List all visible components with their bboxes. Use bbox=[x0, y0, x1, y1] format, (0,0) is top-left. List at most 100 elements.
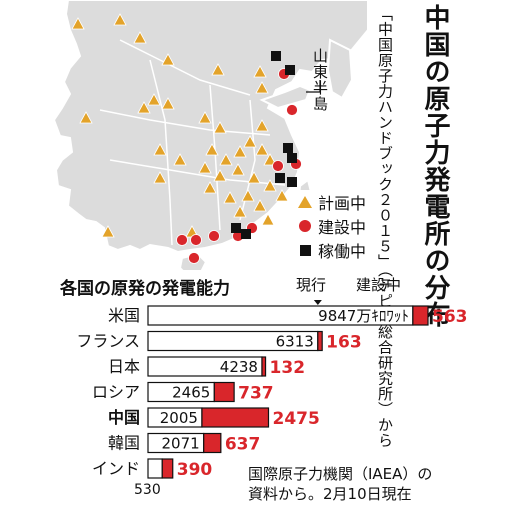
planned-plant-marker bbox=[223, 191, 237, 204]
bar-construction bbox=[203, 432, 222, 454]
construction-plant-marker bbox=[208, 230, 220, 242]
source-credit: 「中国原子力ハンドブック２０１５」（テピア総合研究所）から bbox=[376, 6, 394, 448]
header-current: 現行 bbox=[296, 276, 327, 294]
operating-plant-marker bbox=[275, 173, 285, 183]
current-pointer-icon bbox=[313, 300, 322, 305]
korea-landmass bbox=[326, 38, 354, 100]
bar-construction bbox=[317, 330, 323, 352]
value-label-current: 2071 bbox=[162, 435, 200, 453]
planned-plant-marker bbox=[198, 111, 212, 124]
planned-plant-marker bbox=[219, 153, 233, 166]
planned-plant-marker bbox=[275, 189, 289, 202]
operating-plant-marker bbox=[285, 65, 295, 75]
planned-plant-marker bbox=[173, 153, 187, 166]
category-label: 米国 bbox=[108, 306, 140, 325]
operating-plant-marker bbox=[287, 153, 297, 163]
planned-plant-marker bbox=[253, 199, 267, 212]
operating-plant-marker bbox=[231, 223, 241, 233]
planned-plant-marker bbox=[113, 13, 127, 26]
planned-plant-marker bbox=[161, 53, 175, 66]
planned-plant-marker bbox=[213, 169, 227, 182]
construction-plant-marker bbox=[176, 234, 188, 246]
planned-plant-marker bbox=[231, 163, 245, 176]
legend-item-planned: 計画中 bbox=[296, 190, 426, 214]
note-line: 国際原子力機関（IAEA）の bbox=[248, 465, 433, 483]
planned-plant-marker bbox=[198, 161, 212, 174]
construction-plant-marker bbox=[272, 160, 284, 172]
bar-current bbox=[147, 407, 203, 428]
category-label: 中国 bbox=[108, 408, 140, 427]
note-line: 資料から。2月10日現在 bbox=[248, 485, 412, 503]
value-label-current: 530 bbox=[134, 482, 161, 498]
category-label: インド bbox=[92, 459, 140, 478]
planned-plant-marker bbox=[79, 111, 93, 124]
value-label-construction: 637 bbox=[225, 435, 260, 455]
category-label: フランス bbox=[76, 332, 140, 351]
category-label: ロシア bbox=[92, 383, 140, 402]
legend-label: 建設中 bbox=[318, 218, 367, 237]
operating-plant-marker bbox=[271, 51, 281, 61]
value-label-current: 2465 bbox=[172, 384, 210, 402]
value-label-construction: 2475 bbox=[272, 409, 319, 429]
bar-current bbox=[147, 305, 414, 326]
planned-plant-marker bbox=[211, 63, 225, 76]
legend-label: 計画中 bbox=[318, 194, 367, 213]
planned-plant-marker bbox=[261, 213, 275, 226]
value-label-current: 9847万ｷﾛﾜｯﾄ bbox=[318, 307, 409, 325]
operating-plant-marker bbox=[283, 143, 293, 153]
construction-plant-marker bbox=[286, 104, 298, 116]
value-label-construction: 132 bbox=[270, 358, 306, 378]
category-label: 韓国 bbox=[108, 434, 140, 453]
bar-construction bbox=[261, 356, 267, 377]
planned-plant-marker bbox=[153, 143, 167, 156]
bar-construction bbox=[161, 458, 174, 479]
planned-plant-marker bbox=[247, 171, 261, 184]
legend-item-operating: 稼働中 bbox=[296, 238, 426, 262]
planned-plant-marker bbox=[233, 205, 247, 218]
peninsula-leader-line bbox=[306, 80, 321, 93]
legend-item-construction: 建設中 bbox=[296, 214, 426, 238]
bar-current bbox=[147, 330, 319, 352]
planned-plant-marker bbox=[255, 143, 269, 156]
header-construction: 建設中 bbox=[356, 276, 402, 294]
province-border bbox=[99, 39, 286, 246]
construction-plant-marker bbox=[188, 252, 200, 264]
planned-plant-marker bbox=[133, 31, 147, 44]
shandong-label: 山東半島 bbox=[311, 48, 329, 112]
shandong-peninsula bbox=[259, 84, 312, 110]
category-label: 日本 bbox=[108, 357, 140, 376]
planned-plant-marker bbox=[71, 17, 85, 30]
planned-plant-marker bbox=[255, 119, 269, 132]
planned-plant-marker bbox=[241, 189, 255, 202]
planned-plant-marker bbox=[263, 153, 277, 166]
value-label-current: 2005 bbox=[160, 409, 198, 427]
planned-plant-marker bbox=[263, 179, 277, 192]
bar-current bbox=[147, 432, 205, 454]
planned-plant-marker bbox=[153, 171, 167, 184]
bar-construction bbox=[213, 381, 235, 403]
value-label-construction: 390 bbox=[177, 460, 213, 480]
value-label-construction: 163 bbox=[326, 333, 362, 353]
legend-label: 稼働中 bbox=[318, 242, 367, 261]
planned-plant-marker bbox=[203, 181, 217, 194]
square-icon bbox=[296, 244, 314, 256]
operating-plant-marker bbox=[287, 177, 297, 187]
circle-icon bbox=[296, 220, 314, 232]
planned-plant-marker bbox=[101, 225, 115, 238]
operating-plant-marker bbox=[241, 229, 251, 239]
chart-note: 国際原子力機関（IAEA）の 資料から。2月10日現在 bbox=[248, 464, 432, 504]
bar-construction bbox=[201, 407, 270, 428]
planned-plant-marker bbox=[243, 135, 257, 148]
planned-plant-marker bbox=[253, 65, 267, 78]
plant-markers bbox=[71, 13, 302, 264]
value-label-current: 6313 bbox=[276, 333, 314, 351]
planned-plant-marker bbox=[137, 101, 151, 114]
value-label-construction: 737 bbox=[238, 384, 274, 404]
planned-plant-marker bbox=[147, 93, 161, 106]
planned-plant-marker bbox=[233, 145, 247, 158]
bar-current bbox=[147, 356, 263, 377]
china-map bbox=[52, 0, 369, 270]
planned-plant-marker bbox=[255, 81, 269, 94]
construction-plant-marker bbox=[190, 234, 202, 246]
